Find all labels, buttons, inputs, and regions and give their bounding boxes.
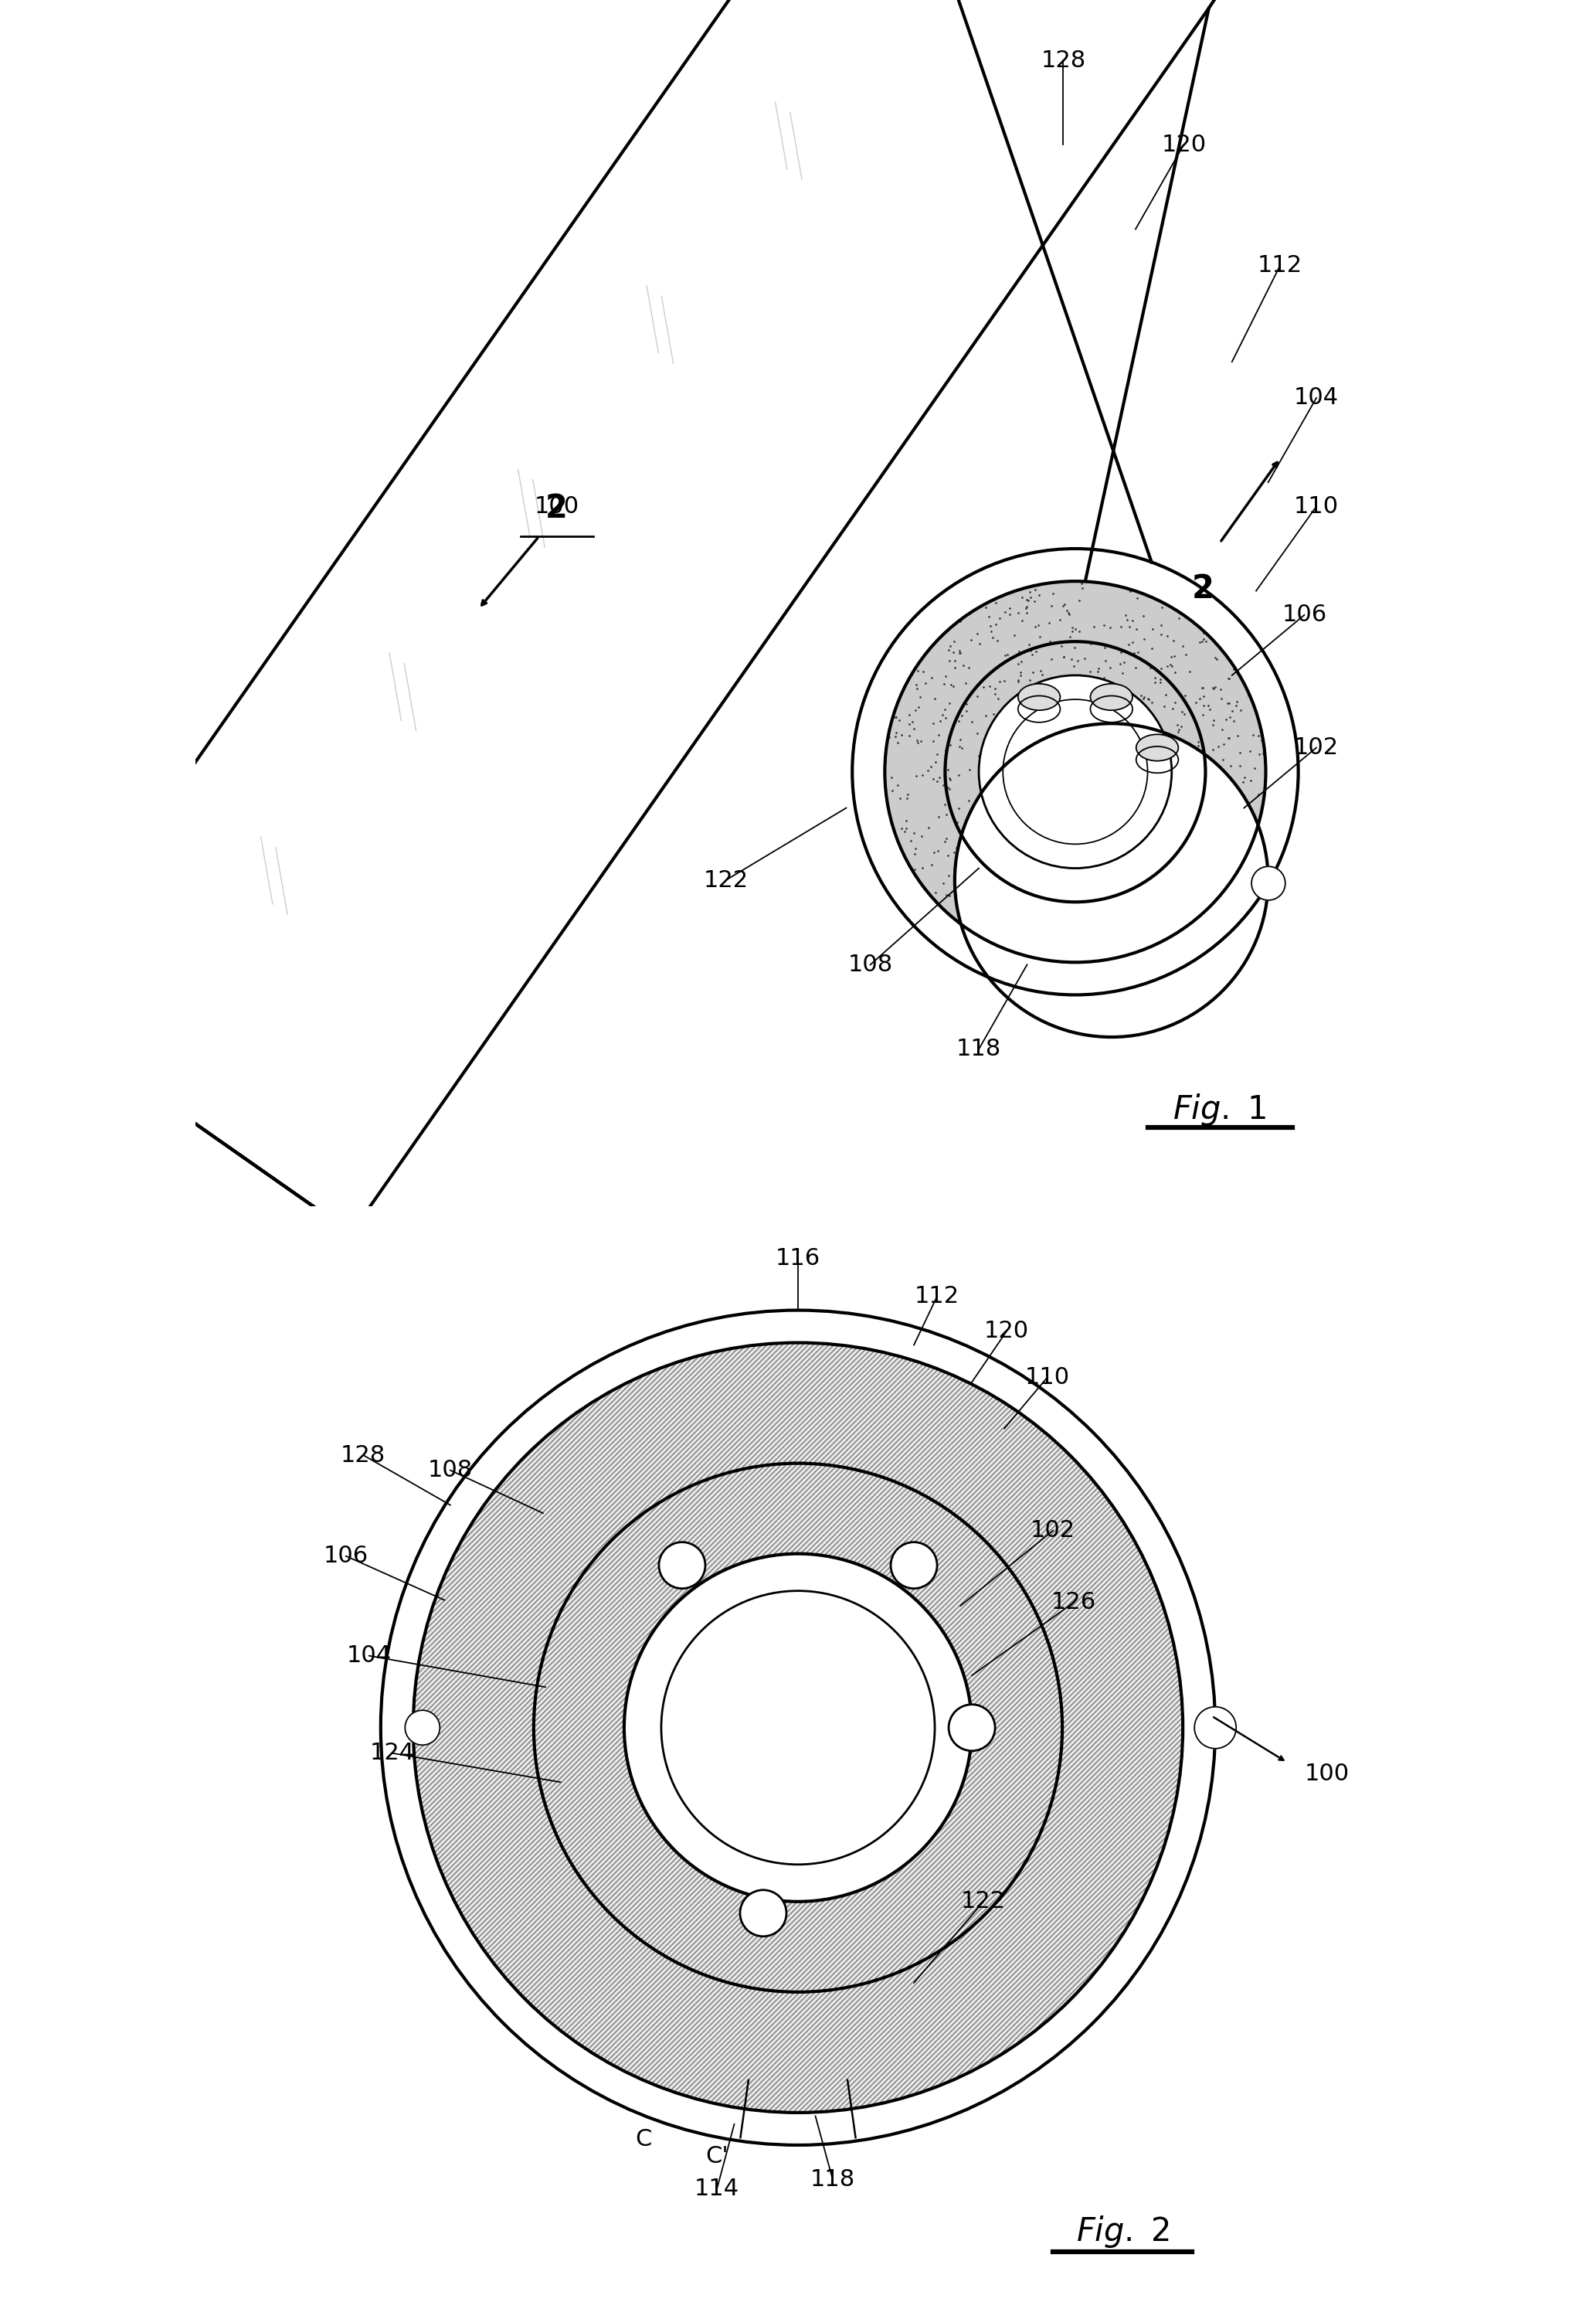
Text: 102: 102 — [1031, 1519, 1076, 1542]
Text: 116: 116 — [776, 1248, 820, 1268]
Text: 120: 120 — [1162, 135, 1207, 155]
Circle shape — [948, 1704, 994, 1751]
Text: 122: 122 — [961, 1890, 1005, 1913]
Text: 114: 114 — [694, 2178, 739, 2201]
Text: 128: 128 — [342, 1445, 386, 1466]
Ellipse shape — [1090, 684, 1133, 710]
Text: C': C' — [705, 2145, 728, 2168]
Circle shape — [741, 1890, 787, 1936]
Text: 110: 110 — [1294, 496, 1339, 517]
Text: 108: 108 — [847, 953, 892, 976]
Text: 112: 112 — [915, 1285, 959, 1308]
Text: 100: 100 — [535, 496, 579, 517]
Circle shape — [659, 1542, 705, 1589]
Text: 118: 118 — [811, 2168, 855, 2191]
Text: 128: 128 — [1041, 49, 1085, 72]
Circle shape — [1194, 1707, 1237, 1749]
Text: 106: 106 — [1282, 603, 1326, 626]
Text: 124: 124 — [370, 1742, 415, 1765]
Circle shape — [1251, 867, 1285, 900]
Text: 100: 100 — [1304, 1762, 1350, 1786]
Text: 112: 112 — [1258, 255, 1302, 276]
Circle shape — [624, 1554, 972, 1902]
Circle shape — [661, 1591, 935, 1864]
Text: 110: 110 — [1025, 1366, 1069, 1389]
Text: 2: 2 — [1192, 573, 1215, 605]
Polygon shape — [0, 0, 1245, 1317]
Ellipse shape — [0, 925, 156, 1081]
Text: 104: 104 — [346, 1644, 391, 1667]
Text: $\mathbf{\mathit{Fig.\ 1}}$: $\mathbf{\mathit{Fig.\ 1}}$ — [1173, 1092, 1267, 1127]
Circle shape — [1002, 700, 1148, 844]
Text: 122: 122 — [704, 870, 749, 890]
Text: 108: 108 — [428, 1459, 472, 1482]
Circle shape — [891, 1542, 937, 1589]
Text: 118: 118 — [956, 1039, 1001, 1060]
Text: 2: 2 — [544, 492, 567, 524]
Ellipse shape — [1136, 735, 1178, 761]
Text: 126: 126 — [1052, 1591, 1096, 1614]
Text: $\mathbf{\mathit{Fig.\ 2}}$: $\mathbf{\mathit{Fig.\ 2}}$ — [1076, 2215, 1170, 2249]
Circle shape — [405, 1711, 440, 1744]
Text: 120: 120 — [985, 1320, 1029, 1343]
Text: 106: 106 — [324, 1544, 369, 1568]
Circle shape — [978, 675, 1171, 867]
Ellipse shape — [1018, 684, 1060, 710]
Text: 102: 102 — [1294, 737, 1339, 758]
Text: 104: 104 — [1294, 387, 1339, 408]
Text: C: C — [635, 2129, 653, 2150]
Circle shape — [954, 724, 1269, 1037]
